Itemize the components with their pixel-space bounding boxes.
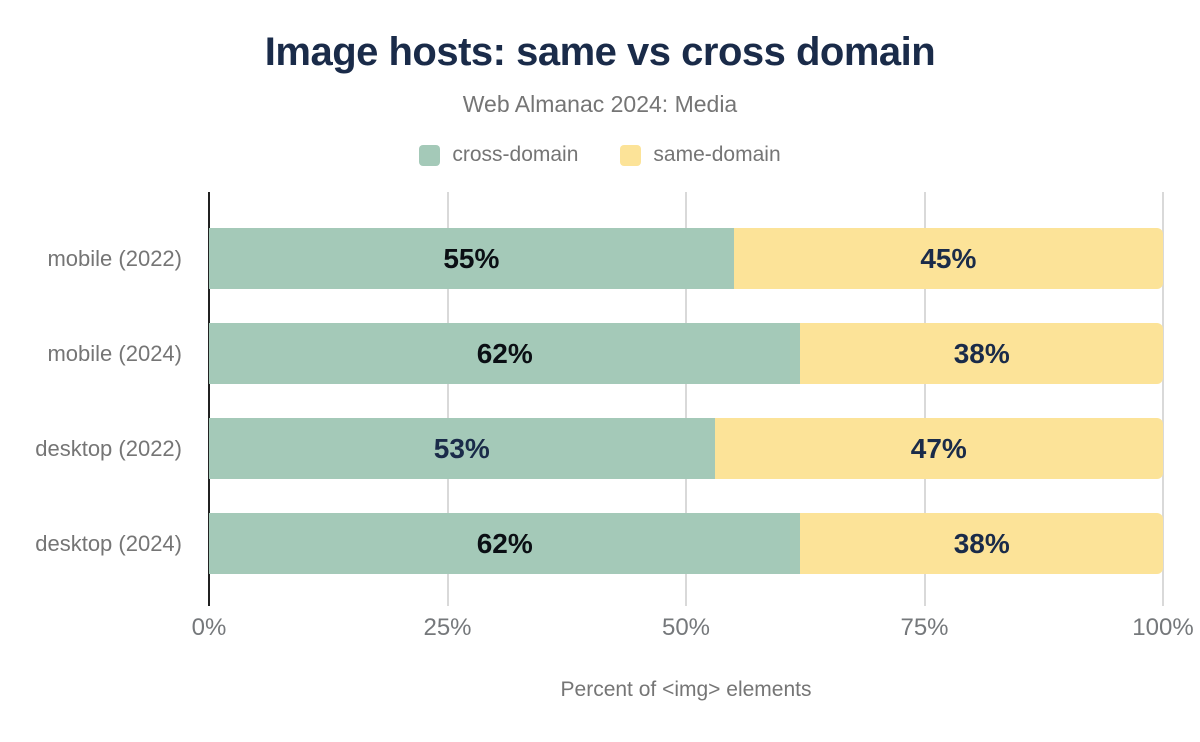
x-tick-label: 25%: [423, 614, 472, 641]
legend-swatch-icon: [419, 144, 441, 166]
legend-label: same-domain: [653, 143, 781, 166]
bar-row-mobile (2022): 55% 45%: [209, 228, 1163, 289]
x-tick-label: 75%: [900, 614, 949, 641]
chart-subtitle: Web Almanac 2024: Media: [462, 91, 738, 117]
legend-item-cross-domain: cross-domain: [419, 143, 578, 167]
gridline-25%: [446, 192, 449, 606]
bar-row-desktop (2022): 53% 47%: [209, 418, 1163, 479]
bar-segment-cross-domain: 53%: [209, 418, 715, 479]
category-label: mobile (2022): [47, 245, 182, 271]
bar-value-label: 53%: [433, 432, 490, 464]
legend-swatch-icon: [620, 144, 642, 166]
gridline-100%: [1162, 192, 1164, 606]
bar-row-desktop (2024): 62% 38%: [209, 513, 1163, 574]
bar-segment-cross-domain: 55%: [209, 228, 734, 289]
bar-value-label: 62%: [476, 527, 533, 559]
bar-value-label: 47%: [910, 432, 967, 464]
legend: cross-domain same-domain: [0, 143, 1200, 167]
gridline-75%: [923, 192, 926, 606]
category-labels: mobile (2022) mobile (2024) desktop (2022)…: [0, 192, 196, 606]
gridline-50%: [685, 192, 687, 606]
bar-value-label: 38%: [953, 527, 1010, 559]
bar-row-mobile (2024): 62% 38%: [209, 323, 1163, 384]
bar-segment-same-domain: 45%: [733, 228, 1163, 289]
bar-segment-cross-domain: 62%: [209, 323, 801, 384]
bar-segment-same-domain: 38%: [800, 513, 1163, 574]
x-axis-tick-labels: 0% 25% 50% 75% 100%: [192, 614, 1194, 644]
chart-title: Image hosts: same vs cross domain: [264, 30, 936, 74]
bar-value-label: 38%: [953, 337, 1010, 369]
bar-value-label: 62%: [476, 337, 533, 369]
bar-value-label: 45%: [920, 242, 977, 274]
x-tick-label: 100%: [1132, 614, 1194, 641]
legend-item-same-domain: same-domain: [620, 143, 781, 167]
x-tick-label: 50%: [661, 614, 711, 641]
category-label: mobile (2024): [47, 340, 182, 366]
legend-label: cross-domain: [452, 143, 579, 166]
x-tick-label: 0%: [191, 614, 227, 641]
bar-segment-same-domain: 47%: [714, 418, 1163, 479]
bar-segment-same-domain: 38%: [800, 323, 1163, 384]
y-axis-line: [208, 192, 210, 606]
category-label: desktop (2024): [35, 530, 182, 556]
category-label: desktop (2022): [35, 435, 182, 461]
bar-value-label: 55%: [443, 242, 500, 274]
plot-area: 55% 45% 62% 38% 53% 47% 62% 38%: [208, 192, 1164, 606]
bar-segment-cross-domain: 62%: [209, 513, 801, 574]
x-axis-title: Percent of <img> elements: [560, 678, 812, 701]
